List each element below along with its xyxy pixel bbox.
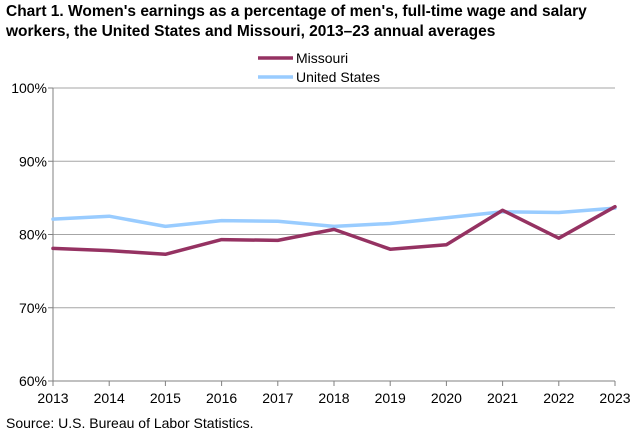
chart-title: Chart 1. Women's earnings as a percentag…: [6, 3, 587, 40]
series-lines: [51, 204, 617, 257]
x-tick-label: 2018: [318, 390, 349, 406]
x-tick-label: 2016: [206, 390, 237, 406]
x-tick-label: 2020: [431, 390, 462, 406]
x-tick-label: 2023: [599, 390, 630, 406]
x-tick-label: 2019: [375, 390, 406, 406]
series-line-united-states: [51, 206, 617, 229]
x-tick-label: 2021: [487, 390, 518, 406]
gridlines: [53, 87, 615, 309]
y-tick-label: 100%: [11, 80, 47, 96]
legend: Missouri United States: [258, 50, 380, 85]
y-tick-label: 80%: [19, 227, 47, 243]
x-tick-label: 2015: [150, 390, 181, 406]
axes: 60% 70% 80% 90% 100% 2013 2014 2015 2016 2017 2018…: [11, 80, 631, 406]
legend-label-missouri: Missouri: [296, 50, 348, 66]
source-note: Source: U.S. Bureau of Labor Statistics.: [6, 415, 254, 431]
y-tick-label: 70%: [19, 300, 47, 316]
series-line-missouri: [51, 204, 617, 257]
y-tick-label: 90%: [19, 153, 47, 169]
x-tick-label: 2013: [37, 390, 68, 406]
x-tick-label: 2022: [543, 390, 574, 406]
x-tick-label: 2017: [262, 390, 293, 406]
x-tick-label: 2014: [94, 390, 125, 406]
legend-label-united-states: United States: [296, 69, 380, 85]
y-tick-label: 60%: [19, 373, 47, 389]
